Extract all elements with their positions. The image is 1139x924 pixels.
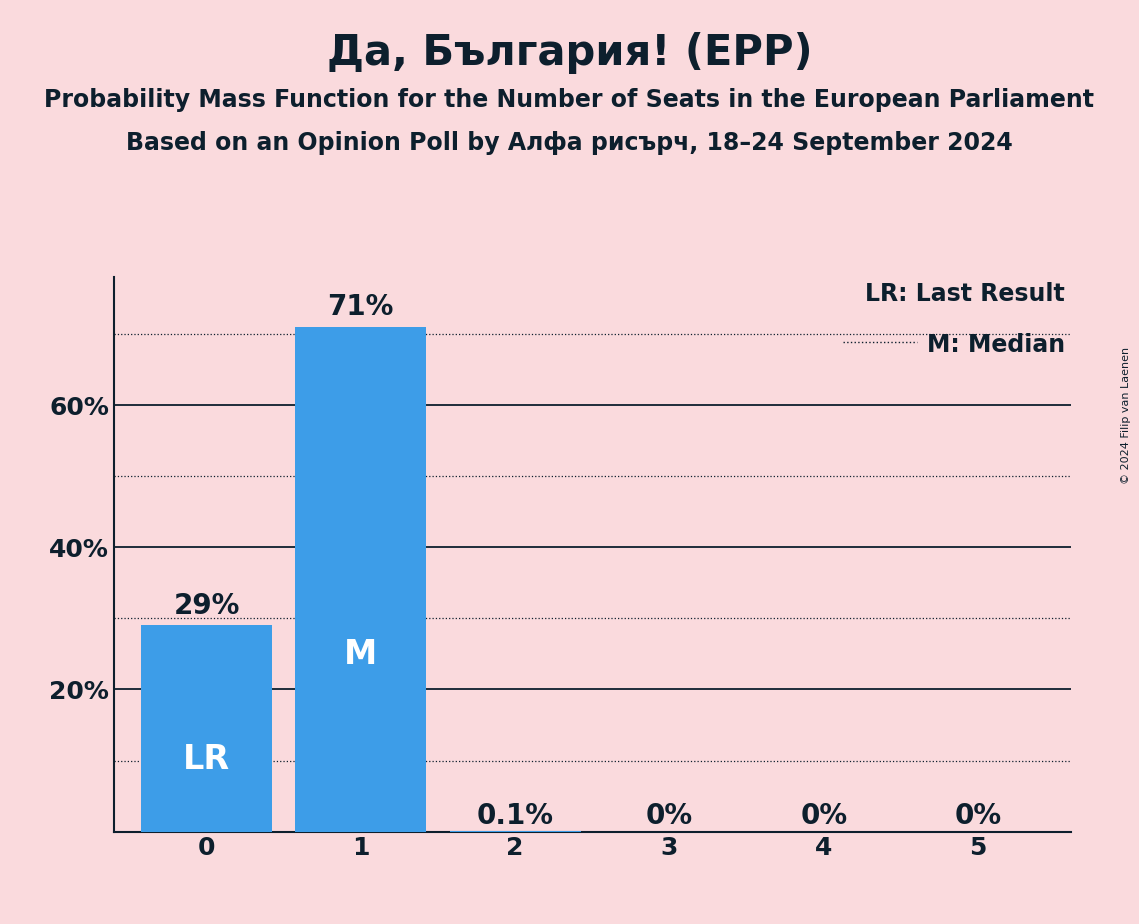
Bar bbox=[141, 626, 272, 832]
Text: 29%: 29% bbox=[173, 591, 239, 620]
Text: M: Median: M: Median bbox=[927, 333, 1065, 357]
Text: 0.1%: 0.1% bbox=[476, 802, 554, 830]
Text: 0%: 0% bbox=[801, 802, 847, 830]
Text: Да, България! (EPP): Да, България! (EPP) bbox=[327, 32, 812, 74]
Text: Probability Mass Function for the Number of Seats in the European Parliament: Probability Mass Function for the Number… bbox=[44, 88, 1095, 112]
Text: 0%: 0% bbox=[954, 802, 1001, 830]
Text: 71%: 71% bbox=[328, 293, 394, 322]
Text: Based on an Opinion Poll by Алфа рисърч, 18–24 September 2024: Based on an Opinion Poll by Алфа рисърч,… bbox=[126, 131, 1013, 155]
Text: © 2024 Filip van Laenen: © 2024 Filip van Laenen bbox=[1121, 347, 1131, 484]
Text: 0%: 0% bbox=[646, 802, 693, 830]
Text: LR: LR bbox=[183, 743, 230, 776]
Text: LR: Last Result: LR: Last Result bbox=[866, 282, 1065, 306]
Text: M: M bbox=[344, 638, 377, 672]
Bar bbox=[295, 327, 426, 832]
